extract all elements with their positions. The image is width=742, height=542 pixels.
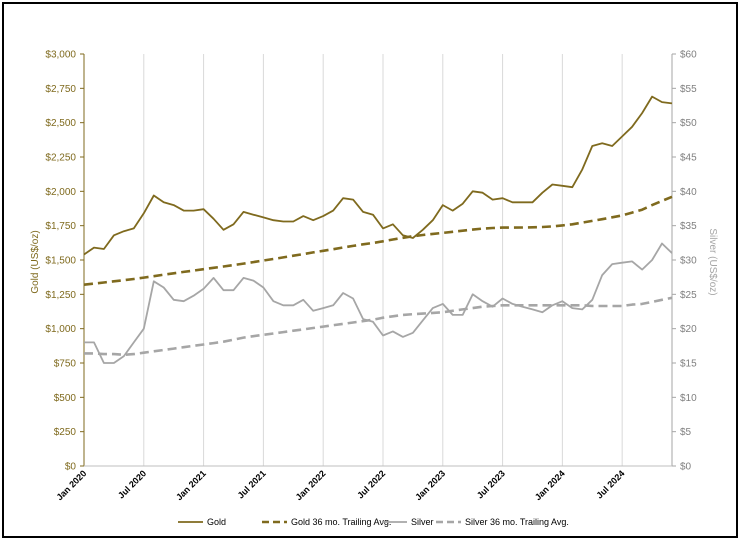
right-tick-label: $55: [680, 84, 697, 95]
right-tick-label: $5: [680, 427, 692, 438]
right-tick-label: $50: [680, 118, 697, 129]
right-tick-label: $60: [680, 50, 697, 61]
x-tick-label: Jul 2021: [236, 468, 268, 500]
left-tick-label: $500: [54, 393, 77, 404]
x-tick-label: Jul 2024: [594, 468, 626, 500]
right-tick-label: $40: [680, 187, 697, 198]
x-tick-label: Jan 2024: [533, 468, 567, 502]
left-tick-label: $2,000: [45, 187, 76, 198]
gridlines: [83, 54, 623, 466]
series-lines: [83, 95, 673, 364]
left-tick-label: $2,750: [45, 84, 76, 95]
left-tick-label: $1,250: [45, 290, 76, 301]
legend-label: Gold 36 mo. Trailing Avg.: [291, 517, 391, 527]
left-axis-label: Gold (US$/oz): [30, 230, 41, 293]
x-tick-label: Jul 2023: [475, 468, 507, 500]
x-axis-ticks: Jan 2020 Jul 2020 Jan 2021 Jul 2021 Jan 2022…: [54, 468, 626, 502]
x-tick-label: Jan 2020: [54, 468, 88, 502]
legend-label: Gold: [207, 517, 226, 527]
series-line-2: [84, 242, 673, 364]
x-tick-label: Jan 2023: [413, 468, 447, 502]
legend: Gold Gold 36 mo. Trailing Avg. Silver Silve…: [178, 517, 569, 527]
right-tick-label: $20: [680, 324, 697, 335]
legend-label: Silver: [411, 517, 434, 527]
gold-silver-chart: $0 $250 $500 $750 $1,000 $1,250 $1,500 $1,750 $2…: [30, 50, 718, 528]
left-tick-label: $0: [65, 462, 77, 473]
x-tick-label: Jan 2021: [174, 468, 208, 502]
right-axis-ticks: $0 $5 $10 $15 $20 $25 $30 $35 $40 $45 $50 $55 $60: [672, 50, 697, 473]
series-line-3: [84, 296, 673, 357]
right-tick-label: $10: [680, 393, 697, 404]
left-tick-label: $750: [54, 359, 77, 370]
legend-label: Silver 36 mo. Trailing Avg.: [465, 517, 569, 527]
right-tick-label: $0: [680, 462, 692, 473]
right-tick-label: $15: [680, 359, 697, 370]
series-line-1: [83, 195, 673, 286]
right-tick-label: $45: [680, 153, 697, 164]
left-tick-label: $1,750: [45, 221, 76, 232]
x-tick-label: Jul 2020: [116, 468, 148, 500]
x-tick-label: Jul 2022: [355, 468, 387, 500]
left-tick-label: $3,000: [45, 50, 76, 61]
left-tick-label: $2,500: [45, 118, 76, 129]
x-tick-label: Jan 2022: [294, 468, 328, 502]
right-tick-label: $35: [680, 221, 697, 232]
left-tick-label: $2,250: [45, 153, 76, 164]
left-tick-label: $1,500: [45, 256, 76, 267]
right-axis-label: Silver (US$/oz): [707, 228, 718, 295]
left-axis-ticks: $0 $250 $500 $750 $1,000 $1,250 $1,500 $1,750 $2…: [45, 50, 84, 473]
series-line-0: [83, 95, 673, 256]
axes: [83, 54, 673, 467]
left-tick-label: $250: [54, 427, 77, 438]
right-tick-label: $25: [680, 290, 697, 301]
left-tick-label: $1,000: [45, 324, 76, 335]
right-tick-label: $30: [680, 256, 697, 267]
